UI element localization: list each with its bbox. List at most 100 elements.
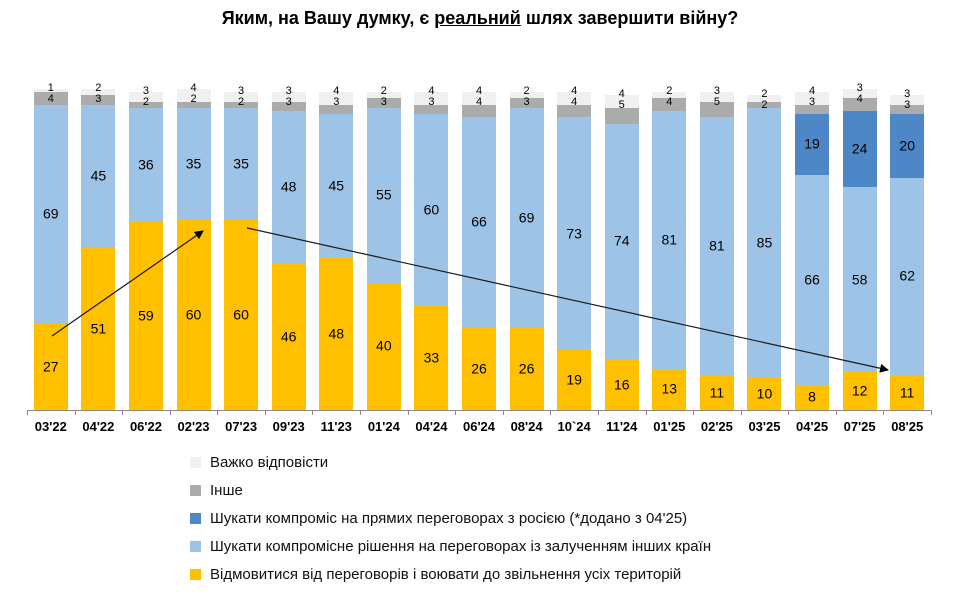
other-value: 5 bbox=[713, 96, 720, 108]
legend-label: Шукати компромісне рішення на переговора… bbox=[210, 537, 712, 555]
hard-to-answer-value: 4 bbox=[808, 85, 816, 97]
bar-segment: 8 bbox=[795, 384, 830, 410]
bar-segment: 62 bbox=[890, 177, 925, 376]
x-axis-tick bbox=[883, 410, 885, 415]
segment-value-label: 20 bbox=[899, 137, 915, 154]
bar-segment bbox=[224, 101, 259, 108]
bar-segment: 60 bbox=[176, 219, 211, 410]
segment-value-label: 51 bbox=[90, 320, 107, 337]
bar-segment bbox=[462, 104, 496, 118]
x-axis-label: 08'24 bbox=[510, 419, 543, 434]
x-axis-tick bbox=[217, 410, 219, 415]
other-value: 2 bbox=[142, 96, 149, 108]
x-axis-tick bbox=[312, 410, 314, 415]
hard-to-answer-value: 4 bbox=[428, 85, 435, 97]
segment-value-label: 62 bbox=[899, 268, 915, 285]
x-axis-label: 09'23 bbox=[272, 419, 305, 434]
x-axis-tick bbox=[360, 410, 362, 415]
segment-value-label: 16 bbox=[613, 376, 630, 393]
x-axis-label: 03'22 bbox=[34, 419, 67, 434]
x-axis-tick bbox=[122, 410, 124, 415]
bar-segment: 11 bbox=[699, 375, 734, 410]
legend-item: Шукати компроміс на прямих переговорах з… bbox=[190, 508, 711, 528]
segment-value-label: 60 bbox=[233, 306, 249, 323]
legend-item: Інше bbox=[190, 480, 711, 500]
x-axis-tick bbox=[931, 410, 932, 415]
x-axis-label: 07'23 bbox=[225, 419, 258, 434]
segment-value-label: 8 bbox=[808, 388, 816, 405]
bar-segment bbox=[842, 98, 877, 112]
x-axis-tick bbox=[169, 410, 171, 415]
other-value: 2 bbox=[190, 92, 197, 105]
legend-label: Шукати компроміс на прямих переговорах з… bbox=[210, 509, 688, 527]
segment-value-label: 24 bbox=[851, 140, 868, 157]
segment-value-label: 85 bbox=[756, 234, 773, 251]
hard-to-answer-value: 2 bbox=[95, 81, 102, 94]
x-axis-tick bbox=[835, 410, 837, 415]
segment-value-label: 27 bbox=[42, 358, 59, 375]
bar-segment bbox=[414, 104, 449, 115]
segment-value-label: 69 bbox=[42, 206, 59, 223]
legend-item: Відмовитися від переговорів і воювати до… bbox=[190, 564, 711, 584]
bar-segment: 46 bbox=[271, 263, 306, 410]
segment-value-label: 59 bbox=[138, 307, 154, 324]
other-value: 4 bbox=[475, 96, 483, 108]
bar-segment: 13 bbox=[652, 368, 687, 410]
bar-segment: 26 bbox=[462, 327, 496, 410]
x-axis-label: 08'25 bbox=[891, 419, 924, 434]
bar-segment: 66 bbox=[795, 174, 830, 385]
other-value: 3 bbox=[808, 96, 816, 108]
hard-to-answer-value: 4 bbox=[618, 88, 625, 101]
bar-segment bbox=[795, 92, 830, 105]
x-axis-label: 04'22 bbox=[82, 419, 115, 434]
x-axis-label: 01'24 bbox=[367, 419, 400, 434]
chart-title-suffix: шлях завершити війну? bbox=[520, 8, 739, 28]
bar-segment bbox=[509, 98, 544, 108]
bar-segment bbox=[462, 92, 496, 105]
bar-segment bbox=[128, 92, 163, 102]
segment-value-label: 48 bbox=[280, 179, 297, 196]
hard-to-answer-value: 2 bbox=[523, 85, 530, 97]
bar-segment: 10 bbox=[747, 378, 782, 410]
other-value: 4 bbox=[571, 96, 578, 108]
x-axis-tick bbox=[502, 410, 504, 415]
chart-title-underlined-word: реальний bbox=[434, 8, 521, 28]
bar-segment: 35 bbox=[224, 107, 259, 220]
bar-segment bbox=[366, 98, 401, 108]
x-axis-label: 04'24 bbox=[415, 419, 448, 434]
hard-to-answer-value: 3 bbox=[142, 85, 149, 97]
legend-swatch-icon bbox=[190, 484, 201, 496]
segment-value-label: 19 bbox=[804, 136, 820, 153]
bar-segment: 19 bbox=[795, 114, 830, 175]
bar-segment: 24 bbox=[842, 111, 877, 188]
segment-value-label: 12 bbox=[851, 382, 868, 399]
legend-label: Інше bbox=[210, 481, 243, 499]
bar-segment: 69 bbox=[509, 107, 544, 328]
chart-legend: Важко відповісти Інше Шукати компроміс на … bbox=[190, 452, 711, 592]
segment-value-label: 40 bbox=[376, 338, 392, 355]
x-axis-label: 06'24 bbox=[462, 419, 495, 434]
x-axis-label: 07'25 bbox=[843, 419, 876, 434]
hard-to-answer-value: 3 bbox=[238, 85, 245, 97]
other-value: 3 bbox=[333, 96, 340, 108]
bar-segment bbox=[81, 95, 116, 105]
bar-segment bbox=[509, 92, 544, 99]
other-value: 4 bbox=[666, 96, 673, 108]
segment-value-label: 11 bbox=[709, 384, 725, 401]
bar-segment bbox=[842, 88, 877, 99]
x-axis-tick bbox=[693, 410, 695, 415]
bar-segment: 35 bbox=[176, 107, 211, 220]
bar-segment: 58 bbox=[842, 187, 877, 372]
segment-value-label: 26 bbox=[471, 360, 487, 377]
bar-segment bbox=[319, 104, 354, 115]
